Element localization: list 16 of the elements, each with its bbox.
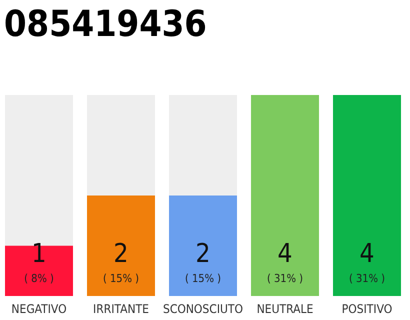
annotation: ( 8% ) (24, 272, 54, 285)
x-tick-label: SCONOSCIUTO (162, 302, 244, 316)
x-tick-label: NEGATIVO (11, 302, 67, 316)
annotation: ( 15% ) (184, 272, 222, 285)
x-tick-label: IRRITANTE (93, 302, 150, 316)
annotation: ( 31% ) (348, 272, 386, 285)
data-label: 1 (32, 239, 46, 269)
chart-title: 085419436 (4, 4, 207, 45)
data-label: 2 (196, 239, 210, 269)
annotation: ( 31% ) (266, 272, 304, 285)
x-tick-label: POSITIVO (342, 302, 392, 316)
data-label: 4 (360, 239, 374, 269)
annotation: ( 15% ) (102, 272, 140, 285)
x-tick-label: NEUTRALE (256, 302, 314, 316)
data-label: 2 (114, 239, 128, 269)
data-label: 4 (278, 239, 292, 269)
